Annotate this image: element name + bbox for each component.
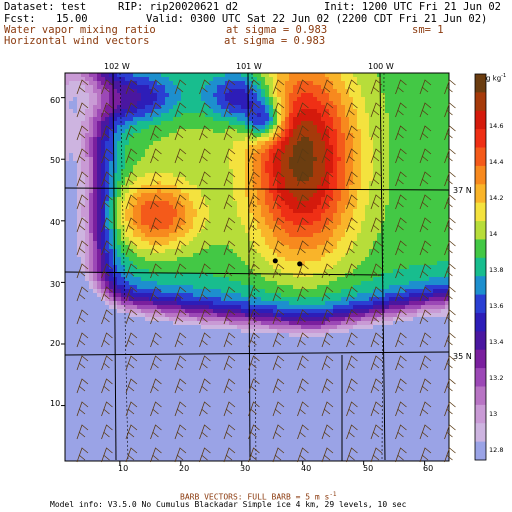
lat-label-37n: 37 N <box>453 186 472 195</box>
dataset-label: Dataset: test <box>4 1 87 13</box>
barb-note-text: BARB VECTORS: FULL BARB = 5 m s <box>180 492 330 502</box>
field1-name: Water vapor mixing ratio <box>4 24 156 36</box>
colorbar <box>474 73 487 461</box>
x-tick-40: 40 <box>301 464 312 473</box>
x-tick-60: 60 <box>423 464 434 473</box>
x-tick-10: 10 <box>118 464 129 473</box>
colorbar-label: 13.2 <box>489 374 504 382</box>
station-1 <box>272 258 278 264</box>
axis-ticks <box>61 97 426 465</box>
colorbar-label: 13 <box>489 410 498 418</box>
field2-level: at sigma = 0.983 <box>224 35 326 47</box>
y-tick-20: 20 <box>50 339 61 348</box>
lon-label-102w: 102 W <box>104 62 130 71</box>
barb-note-exp: -1 <box>329 491 337 498</box>
fcst-value: 15.00 <box>56 13 88 25</box>
lat-lon-lines <box>119 72 385 462</box>
rip-label: RIP: rip20020621 d2 <box>118 1 239 13</box>
y-tick-40: 40 <box>50 218 61 227</box>
lon-label-100w: 100 W <box>368 62 394 71</box>
field1-extra: sm= 1 <box>412 24 444 36</box>
colorbar-label: 13.8 <box>489 266 504 274</box>
lon-label-101w: 101 W <box>236 62 262 71</box>
colorbar-label: 13.4 <box>489 338 504 346</box>
colorbar-units: g kg-1 <box>486 72 506 83</box>
lat-label-35n: 35 N <box>453 352 472 361</box>
station-2 <box>297 261 303 267</box>
barb-note: BARB VECTORS: FULL BARB = 5 m s-1 <box>180 490 337 502</box>
x-tick-30: 30 <box>240 464 251 473</box>
colorbar-label: 13.6 <box>489 302 504 310</box>
valid-label: Valid: 0300 UTC Sat 22 Jun 02 (2200 CDT … <box>146 13 488 25</box>
colorbar-units-exp: -1 <box>501 73 507 79</box>
x-tick-50: 50 <box>363 464 374 473</box>
map-frame <box>64 72 450 462</box>
colorbar-label: 12.8 <box>489 446 504 454</box>
y-tick-10: 10 <box>50 399 61 408</box>
model-info: Model info: V3.5.0 No Cumulus Blackadar … <box>50 500 407 509</box>
y-tick-60: 60 <box>50 96 61 105</box>
colorbar-label: 14.6 <box>489 122 504 130</box>
colorbar-units-text: g kg <box>486 74 502 83</box>
field2-name: Horizontal wind vectors <box>4 35 150 47</box>
boundaries <box>64 72 450 461</box>
colorbar-label: 14 <box>489 230 498 238</box>
y-tick-30: 30 <box>50 280 61 289</box>
y-tick-50: 50 <box>50 156 61 165</box>
fcst-label: Fcst: <box>4 13 36 25</box>
colorbar-label: 14.4 <box>489 158 504 166</box>
x-tick-20: 20 <box>179 464 190 473</box>
init-label: Init: 1200 UTC Fri 21 Jun 02 <box>324 1 502 13</box>
wind-barbs <box>76 79 456 463</box>
field1-level: at sigma = 0.983 <box>226 24 328 36</box>
colorbar-label: 14.2 <box>489 194 504 202</box>
